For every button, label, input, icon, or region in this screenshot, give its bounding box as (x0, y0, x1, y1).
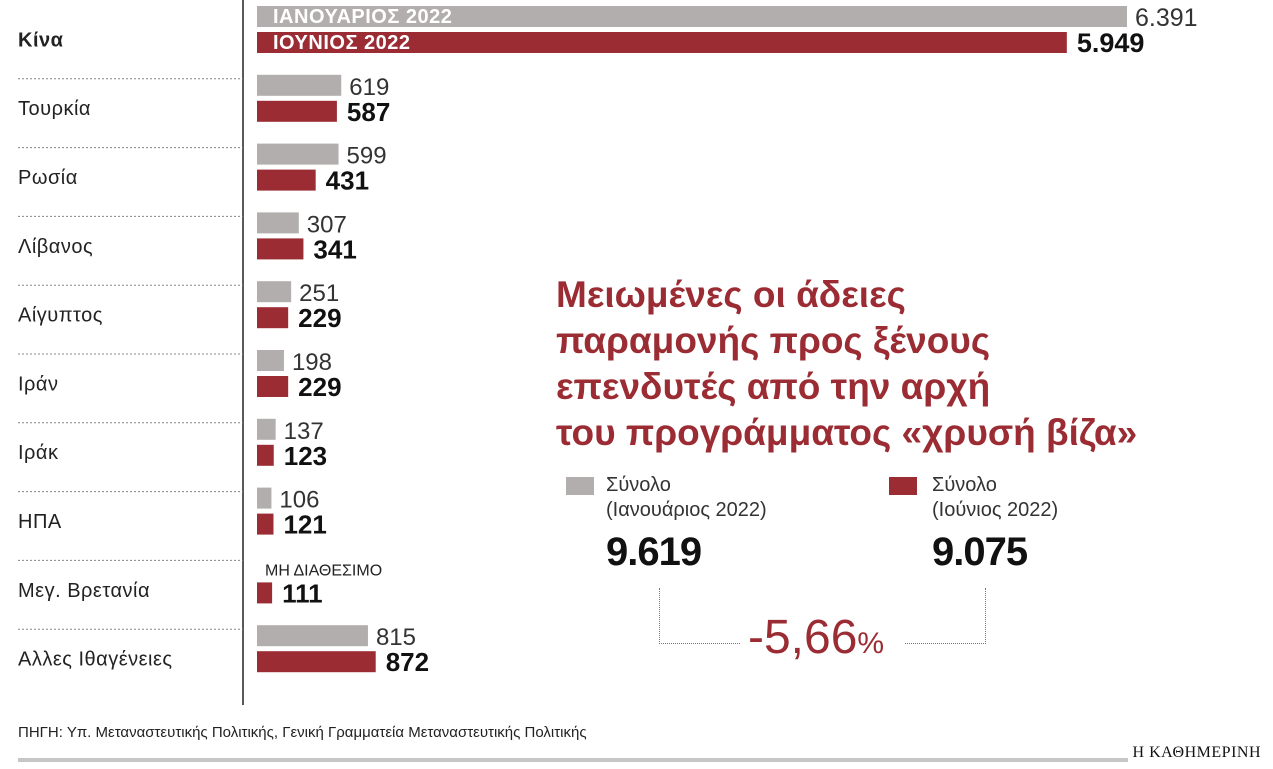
data-label-jan: 251 (299, 280, 339, 307)
change-bracket-left (659, 588, 740, 644)
percent-sign: % (857, 627, 885, 660)
category-label: Λίβανος (18, 236, 93, 258)
percent-change: -5,66% (748, 610, 884, 665)
data-label-jan: 619 (349, 74, 389, 101)
legend-total-jan: 9.619 (606, 530, 702, 574)
legend-label-jun-line1: Σύνολο (932, 474, 997, 496)
data-label-jun: 123 (284, 441, 327, 471)
bottom-rule (18, 758, 1128, 762)
category-label: Αίγυπτος (18, 305, 103, 327)
title-line-1: Μειωμένες οι άδειες (556, 274, 906, 315)
data-label-jan: 106 (279, 487, 319, 514)
legend-label-jan-line1: Σύνολο (606, 474, 671, 496)
bar-jun (257, 238, 304, 260)
bar-jan (257, 212, 299, 234)
data-label-jan: 815 (376, 624, 416, 651)
bar-jun (257, 651, 376, 673)
category-label: Τουρκία (18, 98, 91, 120)
legend-total-jun: 9.075 (932, 530, 1028, 574)
bar-jun (257, 169, 316, 191)
bar-jun (257, 307, 289, 329)
category-label: Μεγ. Βρετανία (18, 580, 150, 602)
data-label-jun: 5.949 (1077, 28, 1145, 58)
data-label-jun: 431 (326, 166, 369, 196)
data-label-jan: 307 (307, 211, 347, 238)
category-label: Αλλες Ιθαγένειες (18, 649, 173, 671)
bar-jan (257, 143, 339, 165)
category-label: ΗΠΑ (18, 511, 62, 533)
data-label-unavailable: ΜΗ ΔΙΑΘΕΣΙΜΟ (265, 562, 382, 579)
data-label-jan: 599 (347, 143, 387, 170)
bar-jan (257, 418, 276, 440)
data-label-jun: 229 (298, 372, 341, 402)
legend-swatch-jun (889, 477, 917, 495)
legend-label-jan-line2: (Ιανουάριος 2022) (606, 499, 767, 521)
legend-swatch-jan (566, 477, 594, 495)
data-label-jan: 137 (284, 418, 324, 445)
bar-jun (257, 32, 1067, 53)
bar-jun (257, 513, 274, 535)
bar-jun (257, 376, 289, 397)
bar-jan (257, 74, 342, 96)
series-inline-label: ΙΑΝΟΥΑΡΙΟΣ 2022 (273, 6, 452, 28)
source-note: ΠΗΓΗ: Υπ. Μεταναστευτικής Πολιτικής, Γεν… (18, 724, 587, 741)
publisher-logo: Η ΚΑΘΗΜΕΡΙΝΗ (1132, 744, 1261, 761)
bar-jan (257, 487, 272, 509)
bar-jan (257, 625, 368, 647)
data-label-jun: 341 (313, 234, 356, 264)
category-label: Κίνα (18, 29, 64, 51)
data-label-jun: 587 (347, 97, 390, 127)
data-label-jan: 6.391 (1135, 4, 1198, 32)
data-label-jan: 198 (292, 349, 332, 376)
title-line-2: παραμονής προς ξένους (556, 320, 991, 361)
bar-jan (257, 350, 284, 371)
legend-label-jun-line2: (Ιούνιος 2022) (932, 499, 1059, 521)
bar-jun (257, 444, 274, 466)
chart-title: Μειωμένες οι άδειες παραμονής προς ξένου… (556, 272, 1256, 456)
title-line-3: επενδυτές από την αρχή (556, 366, 991, 407)
data-label-jun: 229 (298, 303, 341, 333)
data-label-jun: 872 (386, 647, 429, 677)
percent-change-value: -5,66 (748, 611, 858, 664)
bar-jan (257, 6, 1127, 27)
bar-jun (257, 582, 273, 604)
title-line-4: του προγράμματος «χρυσή βίζα» (556, 412, 1138, 453)
data-label-jun: 121 (283, 510, 326, 540)
bar-jan (257, 281, 292, 303)
category-label: Ιράκ (18, 442, 59, 464)
category-label: Ρωσία (18, 167, 78, 189)
change-bracket-right (905, 588, 986, 644)
data-label-jun: 111 (282, 578, 323, 608)
category-label: Ιράν (18, 373, 59, 395)
series-inline-label: ΙΟΥΝΙΟΣ 2022 (273, 32, 411, 54)
bar-jun (257, 100, 337, 122)
